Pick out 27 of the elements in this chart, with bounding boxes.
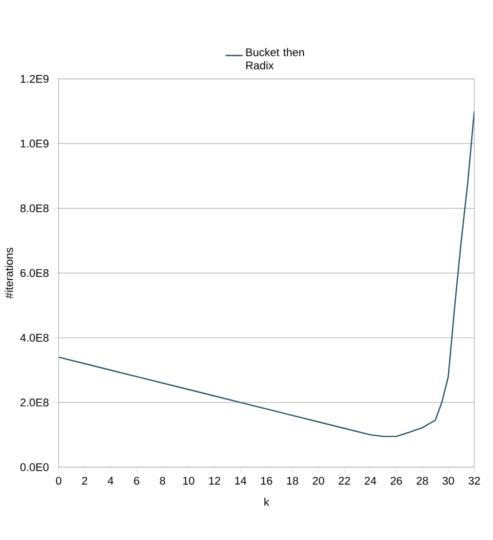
y-tick-label: 8.0E8 [20, 204, 48, 212]
y-tick-label: 1.0E9 [20, 140, 48, 148]
x-tick-label: 6 [134, 476, 139, 485]
x-tick-label: 20 [312, 476, 324, 485]
x-tick-label: 2 [82, 476, 87, 485]
x-tick-label: 30 [442, 476, 454, 485]
x-axis-title: k [264, 498, 270, 506]
y-tick-label: 4.0E8 [20, 334, 48, 342]
y-tick-label: 6.0E8 [20, 269, 48, 277]
x-tick-label: 14 [234, 476, 246, 484]
x-tick-label: 24 [364, 476, 376, 485]
x-tick-label: 8 [160, 476, 165, 485]
y-tick-label: 2.0E8 [20, 398, 48, 406]
x-tick-label: 12 [208, 476, 220, 485]
x-tick-label: 28 [416, 476, 428, 485]
x-tick-label: 32 [468, 476, 480, 485]
x-tick-label: 4 [108, 476, 114, 484]
y-axis-title: #iterations [4, 248, 13, 299]
y-tick-label: 1.2E9 [20, 74, 48, 83]
legend-label: Bucket then Radix [246, 48, 304, 70]
x-tick-label: 26 [390, 476, 402, 485]
x-tick-label: 16 [260, 476, 272, 485]
y-tick-label: 0.0E0 [20, 463, 48, 472]
x-tick-label: 10 [182, 476, 194, 485]
x-tick-label: 0 [56, 476, 62, 485]
x-tick-label: 22 [338, 476, 350, 485]
x-tick-label: 18 [286, 476, 298, 485]
